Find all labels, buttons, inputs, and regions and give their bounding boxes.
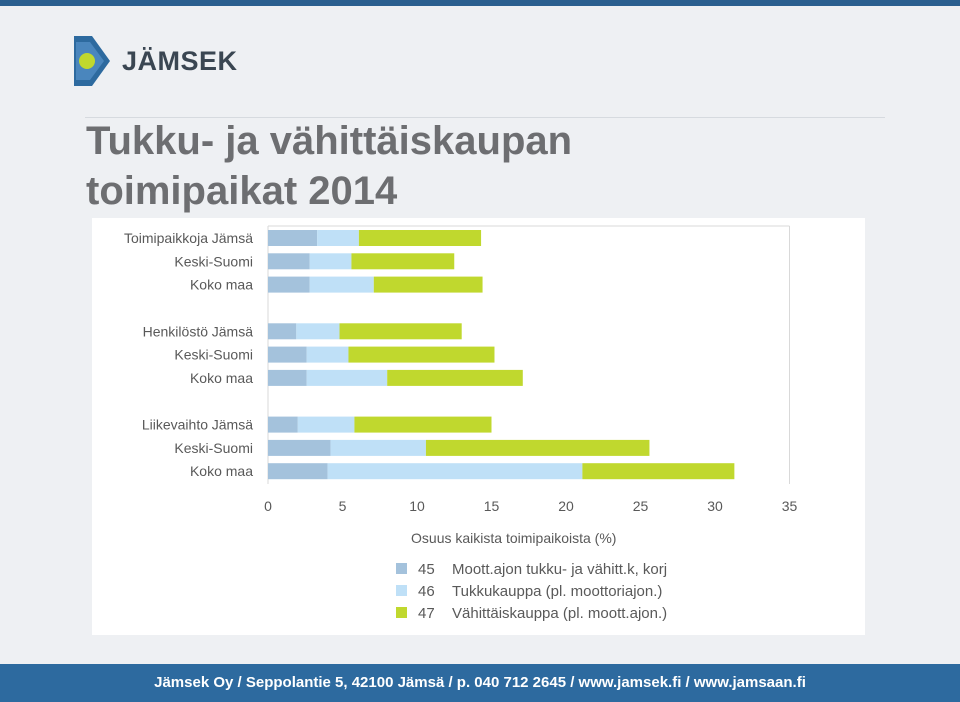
- legend-swatch: [396, 563, 407, 574]
- category-label: Keski-Suomi: [174, 347, 253, 363]
- bar-segment: [387, 369, 523, 386]
- title-rule: [85, 117, 885, 118]
- bar-segment: [268, 276, 310, 293]
- x-tick-label: 30: [707, 498, 723, 514]
- bar-segment: [268, 323, 297, 340]
- bar-segment: [268, 346, 307, 363]
- bar-segment: [373, 276, 483, 293]
- x-tick-label: 5: [339, 498, 347, 514]
- category-label: Keski-Suomi: [174, 440, 253, 456]
- bar-segment: [358, 230, 482, 246]
- x-tick-label: 25: [633, 498, 649, 514]
- top-stripe: [0, 0, 960, 6]
- page-title-line2: toimipaikat 2014: [86, 169, 398, 213]
- footer: Jämsek Oy / Seppolantie 5, 42100 Jämsä /…: [0, 664, 960, 702]
- bar-segment: [339, 323, 462, 340]
- bar-segment: [297, 416, 355, 433]
- x-tick-label: 35: [782, 498, 798, 514]
- category-label: Jämsä: [212, 230, 253, 246]
- category-label: Keski-Suomi: [174, 253, 253, 269]
- legend-label: Tukkukauppa (pl. moottoriajon.): [452, 583, 662, 600]
- legend-label: Moott.ajon tukku- ja vähitt.k, korj: [452, 561, 667, 578]
- bar-segment: [351, 253, 455, 270]
- brand-logo: JÄMSEK: [74, 36, 238, 86]
- bar-segment: [306, 346, 349, 363]
- page-title: Tukku- ja vähittäiskaupan toimipaikat 20…: [86, 116, 886, 216]
- bar-segment: [317, 230, 359, 246]
- bar-segment: [309, 276, 374, 293]
- category-label: Koko maa: [190, 370, 253, 386]
- legend-label: Vähittäiskauppa (pl. moott.ajon.): [452, 605, 667, 622]
- bar-segment: [327, 463, 583, 480]
- group-label: Henkilöstö: [143, 323, 209, 339]
- page-title-line1: Tukku- ja vähittäiskaupan: [86, 119, 573, 163]
- legend-code: 46: [418, 583, 435, 600]
- legend-swatch: [396, 607, 407, 618]
- x-tick-label: 0: [264, 498, 272, 514]
- bar-segment: [425, 439, 650, 456]
- x-tick-label: 10: [409, 498, 425, 514]
- bar-segment: [306, 369, 388, 386]
- bar-segment: [268, 416, 298, 433]
- bar-segment: [268, 253, 310, 270]
- bar-segment: [348, 346, 495, 363]
- legend-code: 47: [418, 605, 435, 622]
- x-axis-label: Osuus kaikista toimipaikoista (%): [411, 530, 616, 546]
- bar-segment: [268, 230, 318, 246]
- bar-segment: [354, 416, 492, 433]
- legend-swatch: [396, 585, 407, 596]
- category-label: Koko maa: [190, 463, 253, 479]
- bar-segment: [296, 323, 340, 340]
- bar-segment: [582, 463, 735, 480]
- bar-segment: [330, 439, 426, 456]
- bar-segment: [309, 253, 352, 270]
- category-label: Jämsä: [212, 417, 253, 433]
- group-label: Liikevaihto: [142, 417, 208, 433]
- x-tick-label: 15: [484, 498, 500, 514]
- legend-code: 45: [418, 561, 435, 578]
- chart-panel: Toimipaikkoja Jämsä Keski-Suomi Koko maa Hen…: [92, 218, 865, 635]
- brand-name: JÄMSEK: [122, 45, 238, 76]
- bar-segment: [268, 439, 331, 456]
- x-tick-label: 20: [558, 498, 574, 514]
- brand-logo-icon: [74, 36, 110, 86]
- category-label: Jämsä: [212, 323, 253, 339]
- category-label: Koko maa: [190, 277, 253, 293]
- bar-segment: [268, 369, 307, 386]
- group-label: Toimipaikkoja: [124, 230, 208, 246]
- bar-segment: [268, 463, 328, 480]
